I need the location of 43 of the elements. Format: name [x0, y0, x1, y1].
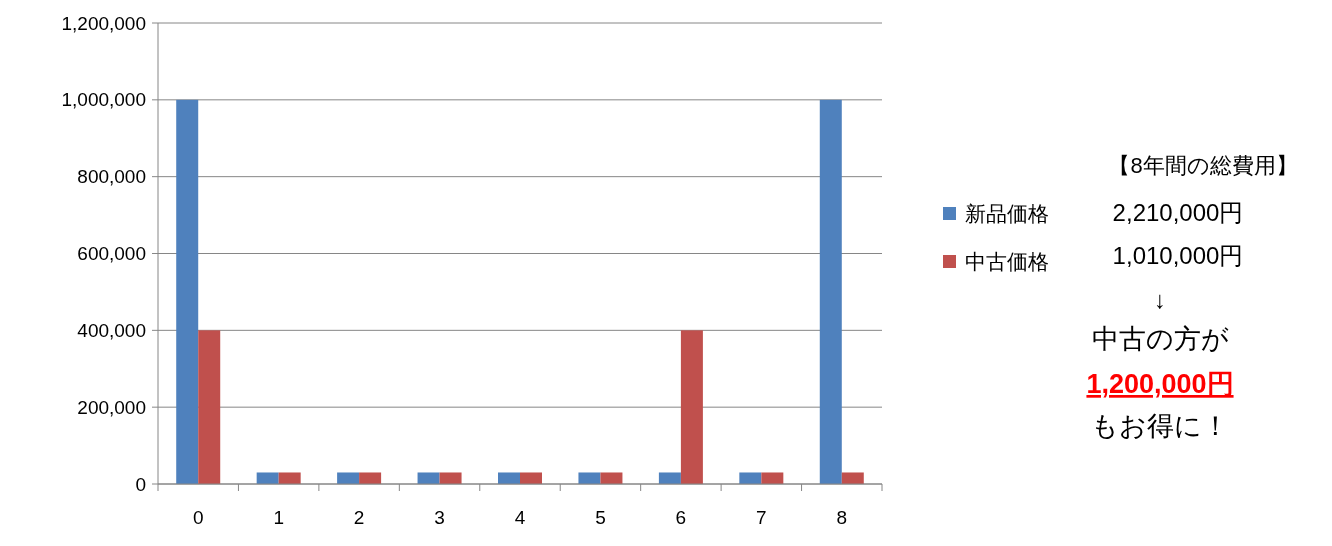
text: 【8年間の総費用】	[1108, 153, 1298, 178]
text: もお得に！	[1091, 411, 1229, 441]
bar	[600, 472, 623, 484]
x-tick-label: 6	[675, 507, 687, 528]
bar	[359, 472, 382, 484]
x-tick-label: 2	[353, 507, 365, 528]
y-tick-label: 0	[135, 473, 146, 495]
text: ↓	[1154, 286, 1166, 313]
x-tick-label: 7	[756, 507, 767, 528]
x-tick-label: 4	[514, 507, 526, 528]
y-tick-label: 1,000,000	[61, 89, 146, 111]
text: 中古の方が	[1091, 324, 1229, 354]
bar	[819, 99, 842, 484]
bar	[739, 472, 762, 484]
x-tick-label: 8	[836, 507, 848, 528]
y-tick-label: 400,000	[77, 319, 146, 341]
bar	[337, 472, 360, 484]
bar	[578, 472, 601, 484]
bar	[278, 472, 301, 484]
bar	[658, 472, 681, 484]
legend-label: 新品価格	[965, 202, 1049, 226]
bar	[176, 99, 199, 484]
y-tick-label: 600,000	[77, 243, 146, 265]
text: 1,010,000円	[1112, 242, 1244, 269]
y-tick-label: 1,200,000	[61, 12, 146, 34]
bar	[520, 472, 542, 484]
bar	[439, 472, 462, 484]
text: 1,200,000円	[1086, 369, 1234, 399]
bar	[498, 472, 520, 484]
x-tick-label: 5	[595, 507, 606, 528]
legend-label: 中古価格	[965, 250, 1049, 274]
bar	[417, 472, 440, 484]
bar	[680, 330, 703, 484]
y-tick-label: 800,000	[77, 166, 146, 188]
text: 2,210,000円	[1112, 199, 1244, 226]
bar	[761, 472, 784, 484]
y-tick-label: 200,000	[77, 396, 146, 418]
x-tick-label: 3	[434, 507, 445, 528]
bar	[841, 472, 864, 484]
x-tick-label: 0	[192, 507, 204, 528]
bar	[256, 472, 279, 484]
x-tick-label: 1	[273, 507, 284, 528]
bar	[198, 330, 221, 484]
